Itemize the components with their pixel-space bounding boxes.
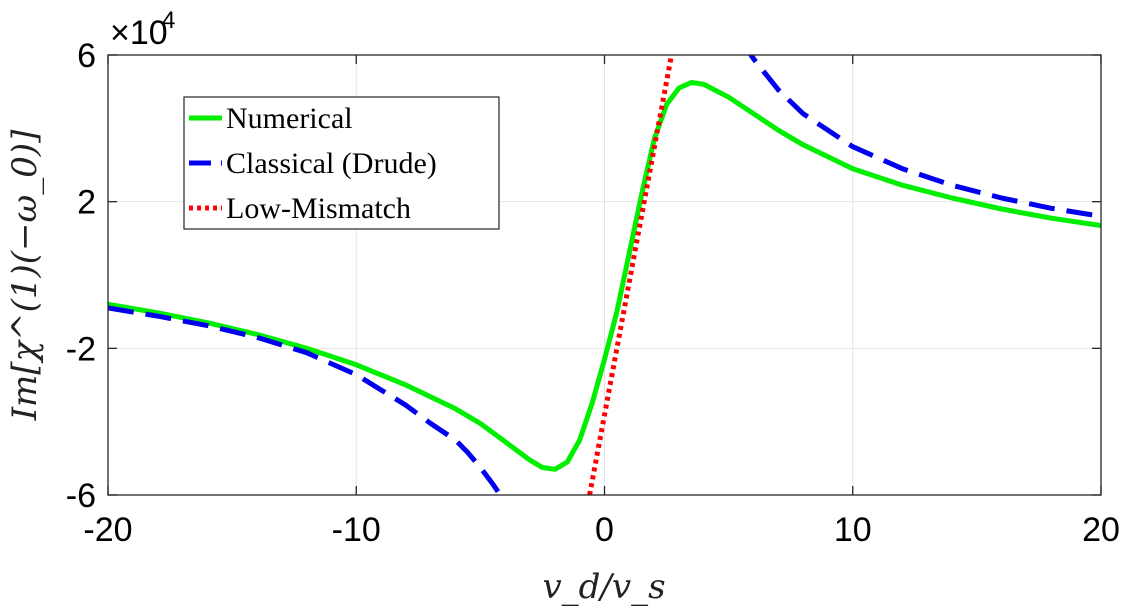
series-layer xyxy=(108,55,1101,495)
y-axis-label: Im[χ^(1)(−ω_0)] xyxy=(5,129,45,422)
x-tick-label: 0 xyxy=(595,511,614,549)
y-multiplier-exponent: 4 xyxy=(162,7,175,34)
y-tick-label: -2 xyxy=(66,330,96,368)
y-tick-label: -6 xyxy=(66,477,96,515)
series-line-classical-drude-branch-2 xyxy=(747,55,1101,219)
legend-label-classical: Classical (Drude) xyxy=(226,147,437,180)
legend-box xyxy=(183,96,500,230)
y-tick-label: 2 xyxy=(77,184,96,222)
x-ticks: -20 -10 0 10 20 xyxy=(83,55,1120,549)
series-line-numerical xyxy=(108,80,1101,472)
y-ticks: -6 -2 2 6 xyxy=(66,37,1101,515)
series-line-classical-drude xyxy=(108,305,504,495)
series-line-low-mismatch xyxy=(587,55,674,495)
x-tick-label: 20 xyxy=(1082,511,1120,549)
y-tick-label: 6 xyxy=(77,37,96,75)
legend-label-low-mismatch: Low-Mismatch xyxy=(226,192,411,225)
legend: Numerical Classical (Drude) Low-Mismatch xyxy=(183,96,500,230)
x-tick-label: -20 xyxy=(83,511,132,549)
legend-label-numerical: Numerical xyxy=(226,102,353,135)
x-tick-label: 10 xyxy=(834,511,872,549)
x-tick-label: -10 xyxy=(332,511,381,549)
y-multiplier-base: ×10 xyxy=(110,14,168,52)
x-axis-label: v_d/v_s xyxy=(542,567,665,607)
